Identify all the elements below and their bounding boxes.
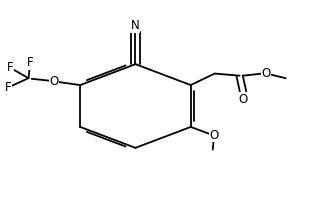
Text: F: F [27,56,33,69]
Text: O: O [239,93,248,106]
Text: F: F [5,81,11,94]
Text: F: F [7,61,13,74]
Text: N: N [131,19,140,32]
Text: O: O [49,75,59,88]
Text: O: O [209,129,218,142]
Text: O: O [261,67,270,80]
